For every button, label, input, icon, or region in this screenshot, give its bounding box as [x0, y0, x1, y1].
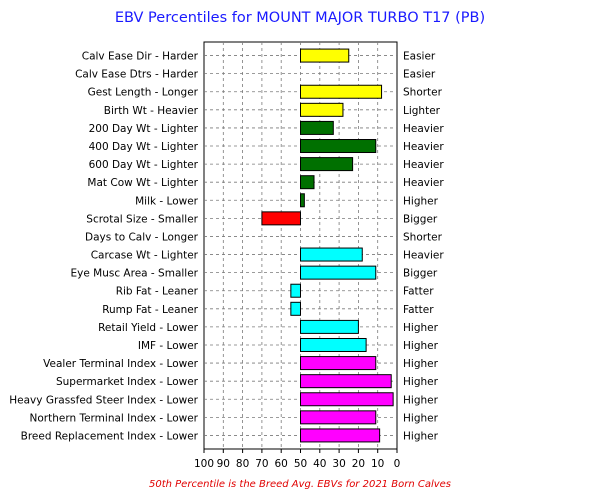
- direction-label: Shorter: [403, 231, 443, 243]
- bar: [300, 120, 334, 135]
- trait-label: Heavy Grassfed Steer Index - Lower: [9, 394, 198, 406]
- trait-label: Gest Length - Longer: [88, 87, 199, 99]
- chart-footnote: 50th Percentile is the Breed Avg. EBVs f…: [149, 479, 451, 490]
- direction-label: Bigger: [403, 268, 438, 280]
- bar: [300, 319, 359, 334]
- trait-label: Eye Musc Area - Smaller: [70, 268, 198, 280]
- direction-label: Higher: [403, 412, 439, 424]
- direction-label: Higher: [403, 195, 439, 207]
- trait-label: Scrotal Size - Smaller: [86, 213, 198, 225]
- direction-label: Heavier: [403, 177, 444, 189]
- x-tick-label: 10: [371, 458, 384, 470]
- bar: [300, 356, 377, 371]
- direction-label: Fatter: [403, 286, 434, 298]
- bar: [290, 301, 302, 316]
- direction-label: Lighter: [403, 105, 441, 117]
- bar: [300, 139, 377, 154]
- x-tick-label: 20: [352, 458, 365, 470]
- direction-label: Higher: [403, 430, 439, 442]
- trait-label: Birth Wt - Heavier: [104, 105, 199, 117]
- trait-label: 600 Day Wt - Lighter: [89, 159, 199, 171]
- trait-label: Rump Fat - Leaner: [102, 304, 198, 316]
- trait-label: Supermarket Index - Lower: [56, 376, 199, 388]
- direction-label: Easier: [403, 69, 436, 81]
- direction-label: Heavier: [403, 159, 444, 171]
- direction-label: Easier: [403, 51, 436, 63]
- direction-label: Bigger: [403, 213, 438, 225]
- x-tick-label: 90: [217, 458, 230, 470]
- trait-label: Days to Calv - Longer: [85, 231, 199, 243]
- bar: [300, 392, 394, 407]
- trait-label: Breed Replacement Index - Lower: [21, 430, 199, 442]
- x-tick-label: 0: [394, 458, 401, 470]
- trait-label: 400 Day Wt - Lighter: [89, 141, 199, 153]
- bar: [300, 374, 392, 389]
- bar: [300, 84, 383, 99]
- x-tick-label: 50: [294, 458, 307, 470]
- direction-label: Higher: [403, 358, 439, 370]
- bar: [300, 265, 377, 280]
- x-tick-label: 30: [332, 458, 345, 470]
- trait-label: Retail Yield - Lower: [98, 322, 199, 334]
- bar: [290, 283, 302, 298]
- direction-label: Shorter: [403, 87, 443, 99]
- direction-label: Fatter: [403, 304, 434, 316]
- direction-label: Higher: [403, 394, 439, 406]
- bar: [300, 157, 354, 172]
- bar: [300, 337, 367, 352]
- trait-label: Milk - Lower: [135, 195, 199, 207]
- trait-label: Mat Cow Wt - Lighter: [87, 177, 198, 189]
- trait-label: 200 Day Wt - Lighter: [89, 123, 199, 135]
- trait-label: Northern Terminal Index - Lower: [30, 412, 199, 424]
- bar: [300, 48, 350, 63]
- trait-label: Vealer Terminal Index - Lower: [43, 358, 199, 370]
- plot-area: Calv Ease Dir - Harder Easier Calv Ease Dt…: [9, 41, 444, 470]
- trait-label: Calv Ease Dtrs - Harder: [75, 69, 199, 81]
- x-tick-label: 80: [236, 458, 249, 470]
- bar: [300, 102, 344, 117]
- bar: [261, 211, 301, 226]
- direction-label: Heavier: [403, 250, 444, 262]
- x-tick-label: 60: [275, 458, 288, 470]
- direction-label: Higher: [403, 340, 439, 352]
- bar: [300, 428, 381, 443]
- direction-label: Heavier: [403, 123, 444, 135]
- x-tick-label: 100: [194, 458, 214, 470]
- bar: [300, 175, 315, 190]
- chart-title: EBV Percentiles for MOUNT MAJOR TURBO T1…: [115, 10, 485, 26]
- bar: [300, 247, 363, 262]
- x-tick-label: 40: [313, 458, 326, 470]
- x-tick-label: 70: [255, 458, 268, 470]
- trait-label: Calv Ease Dir - Harder: [82, 51, 199, 63]
- direction-label: Higher: [403, 376, 439, 388]
- trait-label: Rib Fat - Leaner: [116, 286, 199, 298]
- trait-label: IMF - Lower: [138, 340, 199, 352]
- direction-label: Heavier: [403, 141, 444, 153]
- direction-label: Higher: [403, 322, 439, 334]
- bar: [300, 410, 377, 425]
- bar: [300, 193, 305, 208]
- trait-label: Carcase Wt - Lighter: [91, 250, 199, 262]
